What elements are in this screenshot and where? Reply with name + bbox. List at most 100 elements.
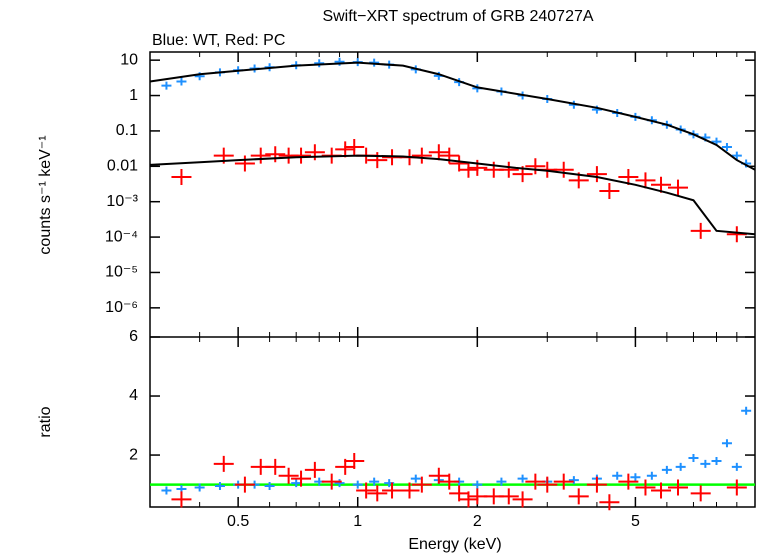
data-point [618,168,639,185]
data-point [731,462,742,471]
plot-frame [149,51,756,508]
data-point [304,461,325,478]
data-point [599,183,620,200]
data-point [726,479,747,496]
data-point [291,479,302,488]
x-tick-label: 5 [631,513,640,530]
data-point [234,155,255,172]
model-line [149,154,756,236]
data-point [439,473,460,490]
data-point [171,491,192,508]
data-point [250,147,271,164]
model-line [149,61,756,171]
data-point [356,482,377,499]
data-point [498,488,519,505]
data-point [369,477,380,486]
data-point [568,476,579,485]
data-point [264,482,275,491]
data-point [618,473,639,490]
y-tick-label: 2 [129,446,138,463]
chart-title: Swift−XRT spectrum of GRB 240727A [322,8,593,25]
data-point [525,473,546,490]
data-point [721,143,732,152]
y-tick-label: 10⁻⁶ [105,299,138,316]
data-point [410,474,421,483]
data-point [586,476,607,493]
data-point [498,161,519,178]
data-point [568,488,589,505]
data-point [741,406,752,415]
data-point [411,147,432,164]
y-tick-label: 10 [120,51,138,68]
data-point [321,473,342,490]
y-tick-label: 0.1 [116,122,138,139]
data-point [675,462,686,471]
data-point [344,139,365,156]
data-point [721,439,732,448]
data-point [586,166,607,183]
data-point [661,465,672,474]
x-tick-label: 0.5 [227,513,249,530]
data-point [194,483,205,492]
data-point [428,467,449,484]
data-point [344,452,365,469]
data-point [688,454,699,463]
data-point [458,491,479,508]
data-point [399,482,420,499]
y-axis-label: ratio [37,406,54,437]
data-point [553,473,574,490]
data-point [278,467,299,484]
data-point [651,482,672,499]
data-point [496,477,507,486]
data-point [334,479,345,488]
x-tick-label: 2 [473,513,482,530]
data-point [525,158,546,175]
data-point [161,486,172,495]
x-axis-label: Energy (keV) [408,536,501,553]
y-tick-label: 1 [129,87,138,104]
data-point [668,479,688,496]
y-tick-label: 6 [129,328,138,345]
data-point [635,172,656,189]
data-point [646,471,657,480]
data-point [352,480,363,489]
y-tick-label: 10⁻³ [106,193,138,210]
data-point [213,455,234,472]
data-point [612,471,623,480]
data-point [651,176,672,193]
y-tick-label: 10⁻⁵ [105,264,138,281]
x-tick-label: 1 [353,513,362,530]
data-point [265,458,286,475]
data-point [291,470,312,487]
data-point [690,222,711,239]
data-point [411,476,432,493]
data-point [630,473,641,482]
data-point [382,482,403,499]
data-point [291,147,312,164]
data-point [537,476,558,493]
data-point [367,485,388,502]
data-point [458,161,479,178]
data-point [176,77,187,86]
data-point [553,161,574,178]
y-tick-label: 0.01 [107,158,138,175]
data-point [161,81,172,90]
data-point [599,494,620,511]
y-tick-label: 10⁻⁴ [105,228,138,245]
data-point [517,474,528,483]
y-axis-label: counts s⁻¹ keV⁻¹ [37,135,54,254]
data-point [472,480,483,489]
y-tick-label: 4 [129,387,138,404]
data-point [731,151,742,160]
data-point [314,59,325,68]
data-point [700,459,711,468]
data-point [428,144,449,161]
data-point [335,141,356,158]
data-point [668,179,688,196]
data-point [171,168,192,185]
data-point [635,479,656,496]
data-point [265,146,286,163]
data-point [214,482,225,491]
data-point [726,226,747,243]
